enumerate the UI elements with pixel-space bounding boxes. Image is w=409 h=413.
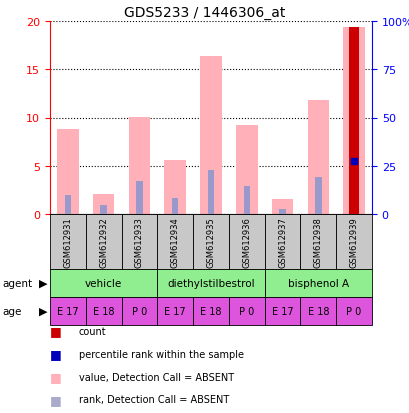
Text: E 18: E 18 [93, 306, 114, 316]
Text: GSM612931: GSM612931 [63, 216, 72, 267]
Text: P 0: P 0 [238, 306, 254, 316]
Text: ■: ■ [50, 347, 62, 361]
Bar [279, 210, 285, 214]
Bar [50, 297, 85, 325]
Bar [264, 297, 300, 325]
Bar [172, 198, 178, 214]
Bar [121, 214, 157, 269]
Bar [65, 195, 71, 214]
Bar [164, 161, 186, 214]
Bar [243, 187, 249, 214]
Text: value, Detection Call = ABSENT: value, Detection Call = ABSENT [79, 372, 233, 382]
Bar [157, 297, 193, 325]
Text: P 0: P 0 [346, 306, 361, 316]
Bar [100, 206, 107, 214]
Text: ■: ■ [50, 393, 62, 406]
Text: ■: ■ [50, 325, 62, 338]
Bar [228, 297, 264, 325]
Bar [128, 117, 150, 214]
Bar [271, 199, 292, 214]
Text: count: count [79, 326, 106, 336]
Bar [315, 178, 321, 214]
Bar [121, 297, 157, 325]
Text: ■: ■ [50, 370, 62, 383]
Text: diethylstilbestrol: diethylstilbestrol [167, 278, 254, 288]
Text: E 17: E 17 [57, 306, 79, 316]
Text: GSM612936: GSM612936 [242, 216, 251, 267]
Bar [264, 214, 300, 269]
Bar [350, 161, 357, 214]
Text: GSM612935: GSM612935 [206, 216, 215, 267]
Bar [193, 297, 228, 325]
Text: rank, Detection Call = ABSENT: rank, Detection Call = ABSENT [79, 394, 228, 404]
Bar [300, 297, 335, 325]
Text: bisphenol A: bisphenol A [287, 278, 348, 288]
Text: GSM612938: GSM612938 [313, 216, 322, 267]
Bar [85, 297, 121, 325]
Text: ▶: ▶ [39, 306, 47, 316]
Bar [93, 194, 114, 214]
Text: E 17: E 17 [271, 306, 293, 316]
Bar [136, 182, 142, 214]
Text: GSM612939: GSM612939 [349, 216, 358, 267]
Text: E 18: E 18 [200, 306, 221, 316]
Text: ▶: ▶ [39, 278, 47, 288]
Bar [207, 170, 213, 214]
Bar [228, 214, 264, 269]
Bar [157, 214, 193, 269]
Text: GSM612937: GSM612937 [277, 216, 286, 267]
Bar [300, 214, 335, 269]
Bar [157, 269, 264, 297]
Bar [343, 28, 364, 214]
Bar [200, 57, 221, 214]
Bar [236, 126, 257, 214]
Bar [335, 297, 371, 325]
Text: percentile rank within the sample: percentile rank within the sample [79, 349, 243, 359]
Bar [57, 130, 79, 214]
Bar [50, 269, 157, 297]
Text: E 18: E 18 [307, 306, 328, 316]
Bar [307, 101, 328, 214]
Text: GDS5233 / 1446306_at: GDS5233 / 1446306_at [124, 6, 285, 20]
Bar [50, 214, 85, 269]
Bar [193, 214, 228, 269]
Text: GSM612933: GSM612933 [135, 216, 144, 267]
Bar [264, 269, 371, 297]
Text: age: age [2, 306, 21, 316]
Text: agent: agent [2, 278, 32, 288]
Text: vehicle: vehicle [85, 278, 122, 288]
Text: P 0: P 0 [132, 306, 147, 316]
Text: GSM612934: GSM612934 [170, 216, 179, 267]
Bar [85, 214, 121, 269]
Bar [335, 214, 371, 269]
Text: GSM612932: GSM612932 [99, 216, 108, 267]
Bar [348, 28, 358, 214]
Text: E 17: E 17 [164, 306, 186, 316]
